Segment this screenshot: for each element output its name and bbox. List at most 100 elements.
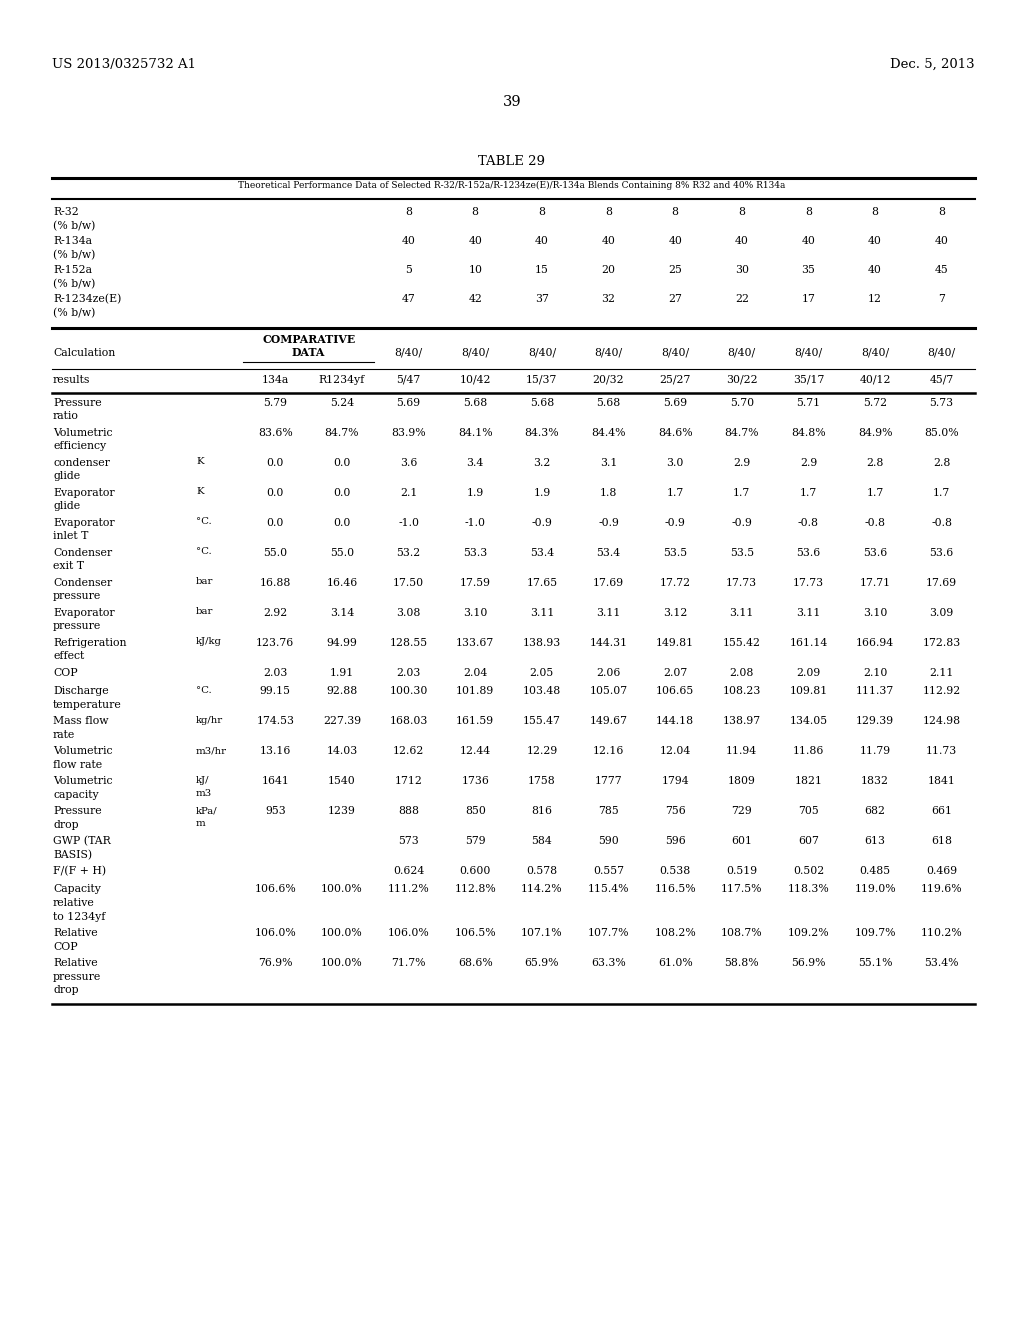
Text: relative: relative [53,898,95,908]
Text: 5.70: 5.70 [730,397,754,408]
Text: 17.73: 17.73 [793,578,824,587]
Text: 2.07: 2.07 [663,668,687,677]
Text: 174.53: 174.53 [256,715,294,726]
Text: 5.69: 5.69 [664,397,687,408]
Text: 816: 816 [531,807,552,816]
Text: 8/40/: 8/40/ [527,347,556,358]
Text: efficiency: efficiency [53,441,106,451]
Text: 5.69: 5.69 [396,397,421,408]
Text: 119.0%: 119.0% [854,884,896,895]
Text: 84.4%: 84.4% [591,428,626,437]
Text: 53.4: 53.4 [596,548,621,557]
Text: 40: 40 [868,265,882,275]
Text: 11.86: 11.86 [793,746,824,756]
Text: 2.8: 2.8 [866,458,884,467]
Text: 1.7: 1.7 [800,487,817,498]
Text: ratio: ratio [53,411,79,421]
Text: 63.3%: 63.3% [591,958,626,968]
Text: 17.71: 17.71 [859,578,891,587]
Text: 12: 12 [868,294,882,304]
Text: 12.29: 12.29 [526,746,557,756]
Text: bar: bar [196,607,213,616]
Text: 53.2: 53.2 [396,548,421,557]
Text: to 1234yf: to 1234yf [53,912,105,921]
Text: 2.04: 2.04 [463,668,487,677]
Text: 10: 10 [468,265,482,275]
Text: -0.9: -0.9 [731,517,753,528]
Text: capacity: capacity [53,789,98,800]
Text: 12.62: 12.62 [393,746,424,756]
Text: -0.9: -0.9 [665,517,686,528]
Text: 13.16: 13.16 [260,746,291,756]
Text: TABLE 29: TABLE 29 [478,154,546,168]
Text: 84.7%: 84.7% [325,428,359,437]
Text: 2.8: 2.8 [933,458,950,467]
Text: -0.8: -0.8 [798,517,819,528]
Text: 129.39: 129.39 [856,715,894,726]
Text: 8/40/: 8/40/ [394,347,423,358]
Text: 11.73: 11.73 [926,746,957,756]
Text: 2.9: 2.9 [800,458,817,467]
Text: 68.6%: 68.6% [458,958,493,968]
Text: 15: 15 [535,265,549,275]
Text: R1234yf: R1234yf [318,375,366,385]
Text: 11.94: 11.94 [726,746,758,756]
Text: 1777: 1777 [595,776,623,785]
Text: 3.12: 3.12 [663,607,687,618]
Text: 55.1%: 55.1% [858,958,892,968]
Text: 107.7%: 107.7% [588,928,630,939]
Text: 53.6: 53.6 [797,548,820,557]
Text: 25/27: 25/27 [659,375,691,385]
Text: 17.65: 17.65 [526,578,557,587]
Text: 128.55: 128.55 [389,638,428,648]
Text: Relative: Relative [53,928,97,939]
Text: 850: 850 [465,807,485,816]
Text: 2.08: 2.08 [729,668,754,677]
Text: 138.97: 138.97 [723,715,761,726]
Text: 0.624: 0.624 [393,866,424,876]
Text: Volumetric: Volumetric [53,776,113,785]
Text: 16.88: 16.88 [260,578,291,587]
Text: °C.: °C. [196,686,212,696]
Text: 106.5%: 106.5% [455,928,496,939]
Text: 5.71: 5.71 [797,397,820,408]
Text: 0.0: 0.0 [333,517,350,528]
Text: 705: 705 [798,807,819,816]
Text: Evaporator: Evaporator [53,517,115,528]
Text: COMPARATIVE: COMPARATIVE [262,334,355,345]
Text: 3.10: 3.10 [863,607,887,618]
Text: 84.8%: 84.8% [792,428,825,437]
Text: rate: rate [53,730,75,739]
Text: 40: 40 [535,236,549,246]
Text: 83.9%: 83.9% [391,428,426,437]
Text: 1794: 1794 [662,776,689,785]
Text: Theoretical Performance Data of Selected R-32/R-152a/R-1234ze(E)/R-134a Blends C: Theoretical Performance Data of Selected… [239,181,785,190]
Text: inlet T: inlet T [53,531,88,541]
Text: 5.68: 5.68 [463,397,487,408]
Text: 40/12: 40/12 [859,375,891,385]
Text: 2.1: 2.1 [400,487,417,498]
Text: 40: 40 [601,236,615,246]
Text: 729: 729 [731,807,753,816]
Text: 1.91: 1.91 [330,668,354,677]
Text: 134.05: 134.05 [790,715,827,726]
Text: 227.39: 227.39 [323,715,361,726]
Text: Calculation: Calculation [53,347,116,358]
Text: 40: 40 [401,236,416,246]
Text: 105.07: 105.07 [590,686,628,696]
Text: 53.4: 53.4 [529,548,554,557]
Text: 149.81: 149.81 [656,638,694,648]
Text: 109.7%: 109.7% [854,928,896,939]
Text: 0.578: 0.578 [526,866,557,876]
Text: 8: 8 [472,207,479,216]
Text: 53.4%: 53.4% [925,958,958,968]
Text: 53.6: 53.6 [863,548,887,557]
Text: 40: 40 [468,236,482,246]
Text: 112.8%: 112.8% [455,884,496,895]
Text: 53.5: 53.5 [664,548,687,557]
Text: 106.6%: 106.6% [254,884,296,895]
Text: 17.69: 17.69 [926,578,957,587]
Text: 8/40/: 8/40/ [861,347,889,358]
Text: 1.9: 1.9 [534,487,551,498]
Text: 111.2%: 111.2% [388,884,429,895]
